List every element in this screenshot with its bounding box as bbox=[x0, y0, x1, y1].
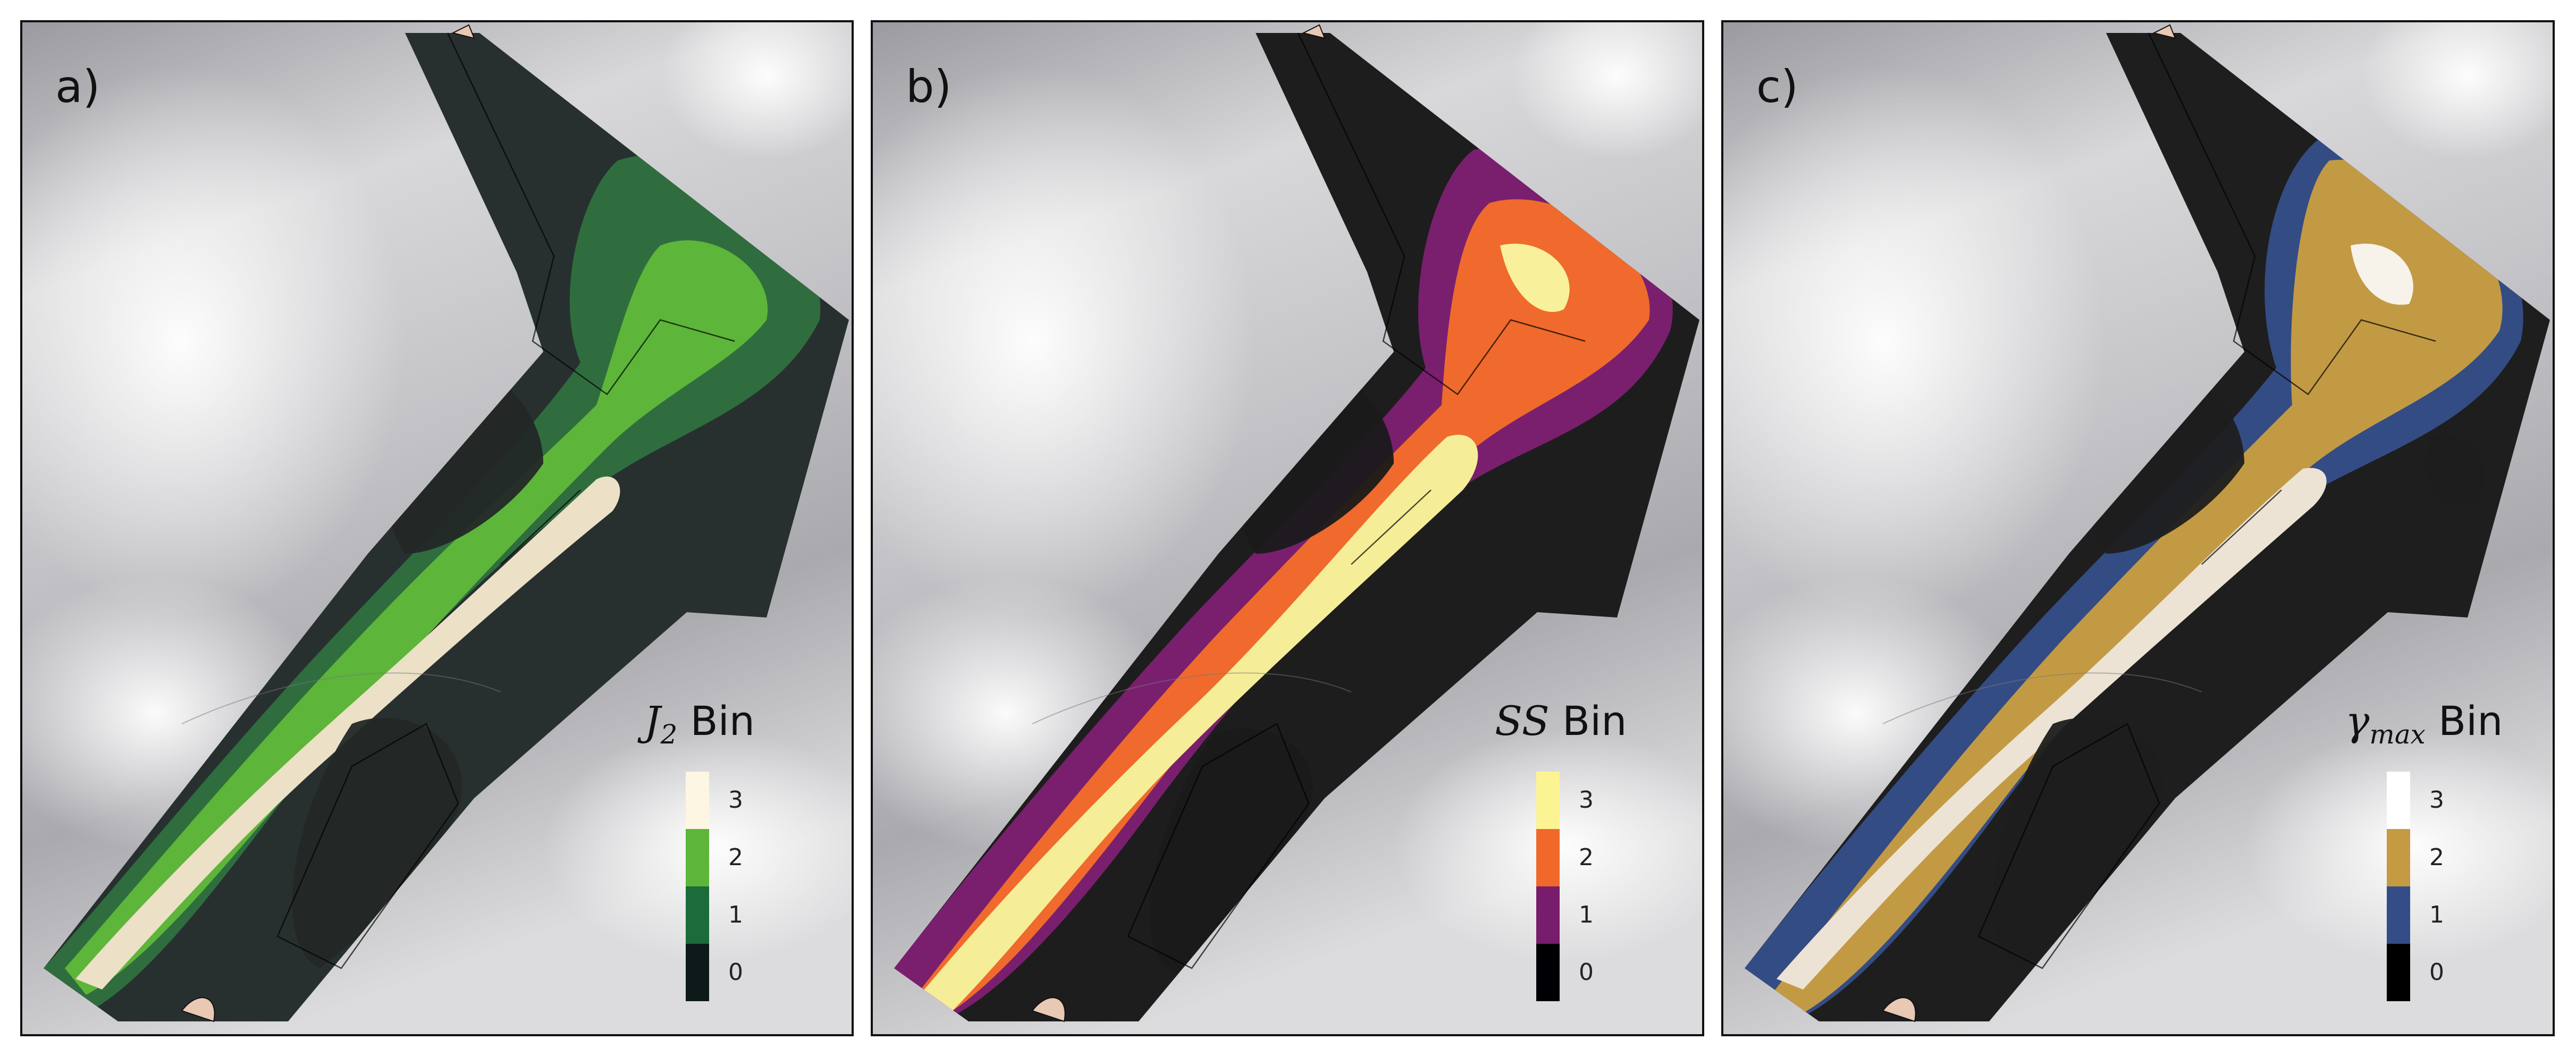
legend-label-2: 2 bbox=[1579, 844, 1594, 871]
map-panel-a: a) J2 Bin 3 2 1 0 bbox=[20, 20, 854, 1036]
legend-symbol: J bbox=[644, 697, 661, 745]
legend-swatch-0 bbox=[686, 944, 709, 1001]
legend-swatch-2 bbox=[2387, 829, 2410, 886]
map-panel-c: c) γmax Bin 3 2 1 0 bbox=[1721, 20, 2555, 1036]
legend-title: SS Bin bbox=[1495, 697, 1627, 750]
legend-swatch-1 bbox=[1536, 886, 1560, 944]
legend-subscript: 2 bbox=[660, 719, 678, 750]
legend-subscript: max bbox=[2369, 719, 2426, 750]
panel-label: c) bbox=[1756, 61, 1798, 113]
legend-title-suffix: Bin bbox=[677, 697, 755, 745]
legend-title: γmax Bin bbox=[2345, 697, 2503, 750]
legend-swatch-1 bbox=[686, 886, 709, 944]
legend-swatch-3 bbox=[686, 772, 709, 829]
map-canvas bbox=[873, 22, 1702, 1034]
legend-swatch-3 bbox=[2387, 772, 2410, 829]
legend-label-1: 1 bbox=[1579, 901, 1594, 928]
legend: J2 Bin 3 2 1 0 bbox=[644, 697, 820, 1016]
legend-label-3: 3 bbox=[728, 787, 743, 814]
legend-swatch-2 bbox=[1536, 829, 1560, 886]
legend-symbol: SS bbox=[1495, 697, 1550, 745]
legend-swatch-2 bbox=[686, 829, 709, 886]
legend: SS Bin 3 2 1 0 bbox=[1495, 697, 1670, 1016]
legend-swatch-3 bbox=[1536, 772, 1560, 829]
legend-label-0: 0 bbox=[728, 959, 743, 986]
legend-label-0: 0 bbox=[1579, 959, 1594, 986]
map-canvas bbox=[1723, 22, 2553, 1034]
legend-title: J2 Bin bbox=[644, 697, 755, 750]
panel-label: b) bbox=[906, 61, 952, 113]
legend-label-3: 3 bbox=[1579, 787, 1594, 814]
legend: γmax Bin 3 2 1 0 bbox=[2345, 697, 2521, 1016]
legend-label-2: 2 bbox=[728, 844, 743, 871]
panel-label: a) bbox=[55, 61, 100, 113]
legend-swatch-0 bbox=[2387, 944, 2410, 1001]
legend-label-3: 3 bbox=[2429, 787, 2444, 814]
legend-title-suffix: Bin bbox=[2425, 697, 2503, 745]
legend-swatch-1 bbox=[2387, 886, 2410, 944]
map-canvas bbox=[22, 22, 852, 1034]
legend-label-0: 0 bbox=[2429, 959, 2444, 986]
legend-label-1: 1 bbox=[728, 901, 743, 928]
map-panel-b: b) SS Bin 3 2 1 0 bbox=[871, 20, 1704, 1036]
legend-label-2: 2 bbox=[2429, 844, 2444, 871]
legend-title-suffix: Bin bbox=[1549, 697, 1627, 745]
legend-label-1: 1 bbox=[2429, 901, 2444, 928]
legend-swatch-0 bbox=[1536, 944, 1560, 1001]
legend-symbol: γ bbox=[2345, 697, 2370, 745]
